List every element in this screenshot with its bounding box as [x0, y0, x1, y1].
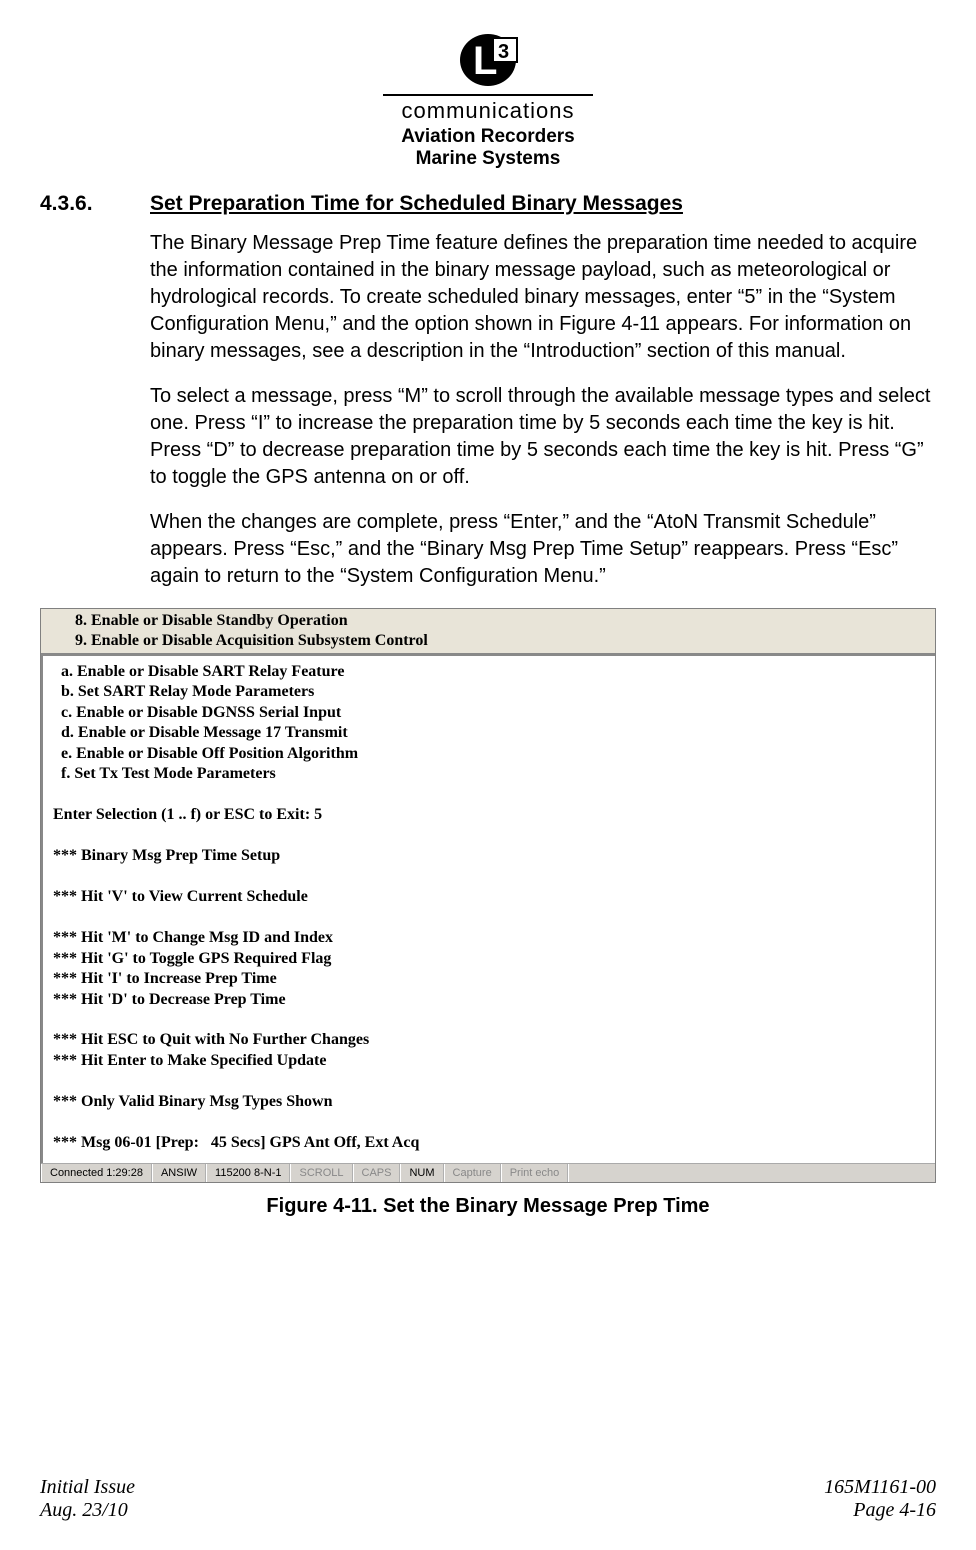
- page: L 3 communications Aviation Recorders Ma…: [0, 0, 976, 1550]
- page-footer: Initial Issue Aug. 23/10 165M1161-00 Pag…: [40, 1476, 936, 1522]
- figure-caption: Figure 4-11. Set the Binary Message Prep…: [40, 1195, 936, 1218]
- status-scroll: SCROLL: [290, 1164, 352, 1182]
- section-title: Set Preparation Time for Scheduled Binar…: [150, 192, 683, 216]
- status-num: NUM: [400, 1164, 443, 1182]
- paragraph-1: The Binary Message Prep Time feature def…: [150, 230, 936, 365]
- subhead-2: Marine Systems: [383, 148, 593, 170]
- status-capture: Capture: [444, 1164, 501, 1182]
- status-spacer: [568, 1164, 935, 1182]
- footer-pagenum: Page 4-16: [824, 1499, 936, 1522]
- status-bar: Connected 1:29:28 ANSIW 115200 8-N-1 SCR…: [41, 1163, 935, 1182]
- terminal-window: 8. Enable or Disable Standby Operation 9…: [40, 608, 936, 1183]
- page-header: L 3 communications Aviation Recorders Ma…: [40, 30, 936, 170]
- status-mode: ANSIW: [152, 1164, 206, 1182]
- paragraph-3: When the changes are complete, press “En…: [150, 509, 936, 590]
- communications-label: communications: [383, 94, 593, 124]
- status-printecho: Print echo: [501, 1164, 569, 1182]
- status-connected: Connected 1:29:28: [41, 1164, 152, 1182]
- section-heading: 4.3.6. Set Preparation Time for Schedule…: [40, 192, 936, 216]
- footer-left: Initial Issue Aug. 23/10: [40, 1476, 135, 1522]
- footer-right: 165M1161-00 Page 4-16: [824, 1476, 936, 1522]
- footer-issue: Initial Issue: [40, 1476, 135, 1499]
- section-number: 4.3.6.: [40, 192, 150, 216]
- subhead-1: Aviation Recorders: [383, 126, 593, 148]
- footer-docnum: 165M1161-00: [824, 1476, 936, 1499]
- l3-logo-icon: L 3: [453, 30, 523, 90]
- terminal-scrollback: 8. Enable or Disable Standby Operation 9…: [41, 609, 935, 654]
- status-baud: 115200 8-N-1: [206, 1164, 290, 1182]
- svg-text:3: 3: [498, 41, 509, 63]
- status-caps: CAPS: [353, 1164, 401, 1182]
- logo-block: L 3 communications Aviation Recorders Ma…: [383, 30, 593, 170]
- terminal-body: a. Enable or Disable SART Relay Feature …: [41, 654, 935, 1163]
- footer-date: Aug. 23/10: [40, 1499, 135, 1522]
- paragraph-2: To select a message, press “M” to scroll…: [150, 383, 936, 491]
